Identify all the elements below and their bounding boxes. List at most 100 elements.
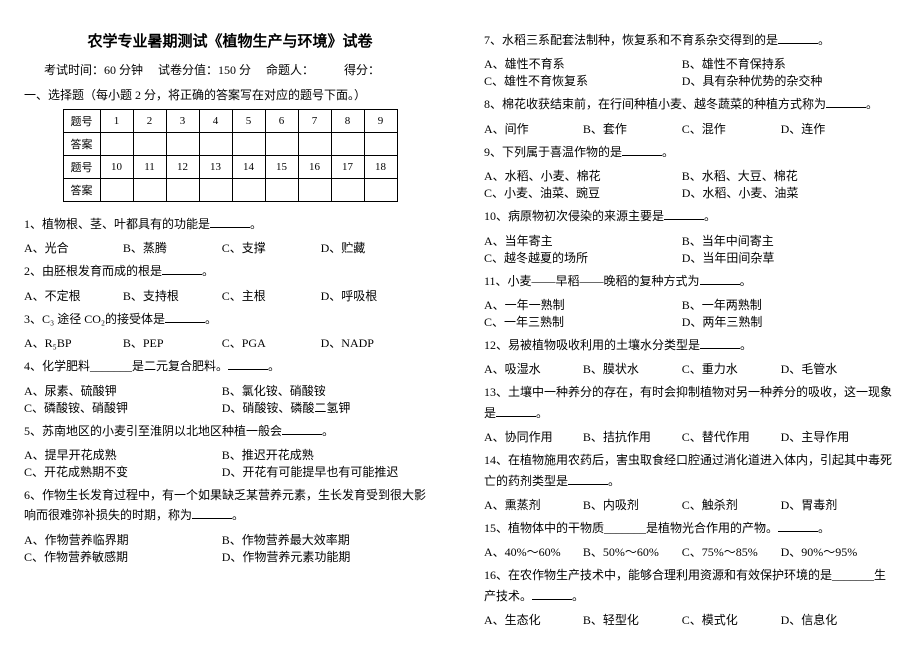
question-stem: 15、植物体中的干物质_______是植物光合作用的产物。。 bbox=[484, 518, 896, 538]
meta-author: 命题人： bbox=[266, 63, 314, 77]
option: B、推迟开花成熟 bbox=[222, 446, 420, 463]
options-row: A、R₅BPB、PEPC、PGAD、NADP bbox=[24, 334, 436, 351]
option: D、水稻、小麦、油菜 bbox=[682, 184, 880, 201]
option: A、水稻、小麦、棉花 bbox=[484, 167, 682, 184]
options-row: A、生态化B、轻型化C、模式化D、信息化 bbox=[484, 611, 896, 628]
answer-cell[interactable] bbox=[265, 133, 298, 156]
option: B、蒸腾 bbox=[123, 239, 222, 256]
fill-blank bbox=[700, 337, 740, 349]
qnum: 10 bbox=[100, 156, 133, 179]
answer-cell[interactable] bbox=[199, 179, 232, 202]
answer-cell[interactable] bbox=[364, 133, 397, 156]
option: A、不定根 bbox=[24, 287, 123, 304]
option: C、雄性不育恢复系 bbox=[484, 72, 682, 89]
question-stem: 4、化学肥料_______是二元复合肥料。。 bbox=[24, 356, 436, 376]
options-row: A、不定根B、支持根C、主根D、呼吸根 bbox=[24, 287, 436, 304]
answer-cell[interactable] bbox=[298, 179, 331, 202]
answer-cell[interactable] bbox=[100, 133, 133, 156]
option: A、当年寄主 bbox=[484, 232, 682, 249]
fill-blank bbox=[162, 264, 202, 276]
answer-cell[interactable] bbox=[298, 133, 331, 156]
option: A、生态化 bbox=[484, 611, 583, 628]
options-row: A、作物营养临界期B、作物营养最大效率期C、作物营养敏感期D、作物营养元素功能期 bbox=[24, 531, 436, 565]
options-row: A、40%～60%B、50%～60%C、75%～85%D、90%～95% bbox=[484, 543, 896, 560]
left-questions: 1、植物根、茎、叶都具有的功能是。A、光合B、蒸腾C、支撑D、贮藏2、由胚根发育… bbox=[24, 214, 436, 565]
fill-blank bbox=[778, 32, 818, 44]
option: C、混作 bbox=[682, 120, 781, 137]
qnum: 14 bbox=[232, 156, 265, 179]
option: D、胃毒剂 bbox=[781, 496, 880, 513]
answer-cell[interactable] bbox=[100, 179, 133, 202]
options-row: A、吸湿水B、膜状水C、重力水D、毛管水 bbox=[484, 360, 896, 377]
meta-time: 考试时间：60 分钟 bbox=[44, 63, 143, 77]
question-stem: 9、下列属于喜温作物的是。 bbox=[484, 142, 896, 162]
meta-score: 试卷分值：150 分 bbox=[158, 63, 251, 77]
option: D、90%～95% bbox=[781, 543, 880, 560]
option: D、贮藏 bbox=[321, 239, 420, 256]
answer-cell[interactable] bbox=[166, 179, 199, 202]
fill-blank bbox=[192, 508, 232, 520]
qnum: 3 bbox=[166, 110, 199, 133]
answer-cell[interactable] bbox=[133, 179, 166, 202]
option: D、连作 bbox=[781, 120, 880, 137]
fill-blank bbox=[496, 405, 536, 417]
qnum: 2 bbox=[133, 110, 166, 133]
question-stem: 12、易被植物吸收利用的土壤水分类型是。 bbox=[484, 335, 896, 355]
option: B、氯化铵、硝酸铵 bbox=[222, 382, 420, 399]
option: C、开花成熟期不变 bbox=[24, 463, 222, 480]
option: A、作物营养临界期 bbox=[24, 531, 222, 548]
option: C、重力水 bbox=[682, 360, 781, 377]
fill-blank bbox=[568, 473, 608, 485]
exam-meta: 考试时间：60 分钟 试卷分值：150 分 命题人： 得分： bbox=[24, 61, 436, 78]
answer-cell[interactable] bbox=[331, 133, 364, 156]
options-row: A、提早开花成熟B、推迟开花成熟C、开花成熟期不变D、开花有可能提早也有可能推迟 bbox=[24, 446, 436, 480]
option: C、PGA bbox=[222, 334, 321, 351]
option: A、光合 bbox=[24, 239, 123, 256]
row-label: 答案 bbox=[63, 133, 100, 156]
answer-cell[interactable] bbox=[133, 133, 166, 156]
qnum: 7 bbox=[298, 110, 331, 133]
option: A、熏蒸剂 bbox=[484, 496, 583, 513]
row-label: 题号 bbox=[63, 110, 100, 133]
answer-cell[interactable] bbox=[364, 179, 397, 202]
option: D、主导作用 bbox=[781, 428, 880, 445]
qnum: 15 bbox=[265, 156, 298, 179]
option: D、信息化 bbox=[781, 611, 880, 628]
answer-cell[interactable] bbox=[265, 179, 298, 202]
fill-blank bbox=[826, 97, 866, 109]
exam-page: 农学专业暑期测试《植物生产与环境》试卷 考试时间：60 分钟 试卷分值：150 … bbox=[0, 0, 920, 650]
answer-cell[interactable] bbox=[232, 133, 265, 156]
fill-blank bbox=[622, 144, 662, 156]
option: A、雄性不育系 bbox=[484, 55, 682, 72]
answer-cell[interactable] bbox=[166, 133, 199, 156]
qnum: 12 bbox=[166, 156, 199, 179]
option: C、模式化 bbox=[682, 611, 781, 628]
answer-table: 题号 1 2 3 4 5 6 7 8 9 答案 题号 10 11 bbox=[63, 109, 398, 202]
qnum: 6 bbox=[265, 110, 298, 133]
question-stem: 8、棉花收获结束前，在行间种植小麦、越冬蔬菜的种植方式称为。 bbox=[484, 94, 896, 114]
fill-blank bbox=[282, 423, 322, 435]
answer-cell[interactable] bbox=[232, 179, 265, 202]
option: A、间作 bbox=[484, 120, 583, 137]
options-row: A、尿素、硫酸钾B、氯化铵、硝酸铵C、磷酸铵、硝酸钾D、硝酸铵、磷酸二氢钾 bbox=[24, 382, 436, 416]
option: D、当年田间杂草 bbox=[682, 249, 880, 266]
option: C、支撑 bbox=[222, 239, 321, 256]
option: B、作物营养最大效率期 bbox=[222, 531, 420, 548]
fill-blank bbox=[700, 273, 740, 285]
answer-cell[interactable] bbox=[199, 133, 232, 156]
question-stem: 5、苏南地区的小麦引至淮阴以北地区种植一般会。 bbox=[24, 421, 436, 441]
meta-got: 得分： bbox=[344, 63, 380, 77]
answer-cell[interactable] bbox=[331, 179, 364, 202]
option: A、提早开花成熟 bbox=[24, 446, 222, 463]
option: A、一年一熟制 bbox=[484, 296, 682, 313]
question-stem: 10、病原物初次侵染的来源主要是。 bbox=[484, 206, 896, 226]
left-column: 农学专业暑期测试《植物生产与环境》试卷 考试时间：60 分钟 试卷分值：150 … bbox=[0, 0, 460, 650]
qnum: 13 bbox=[199, 156, 232, 179]
option: B、膜状水 bbox=[583, 360, 682, 377]
qnum: 1 bbox=[100, 110, 133, 133]
option: B、拮抗作用 bbox=[583, 428, 682, 445]
question-stem: 1、植物根、茎、叶都具有的功能是。 bbox=[24, 214, 436, 234]
option: B、50%～60% bbox=[583, 543, 682, 560]
option: C、触杀剂 bbox=[682, 496, 781, 513]
option: C、小麦、油菜、豌豆 bbox=[484, 184, 682, 201]
